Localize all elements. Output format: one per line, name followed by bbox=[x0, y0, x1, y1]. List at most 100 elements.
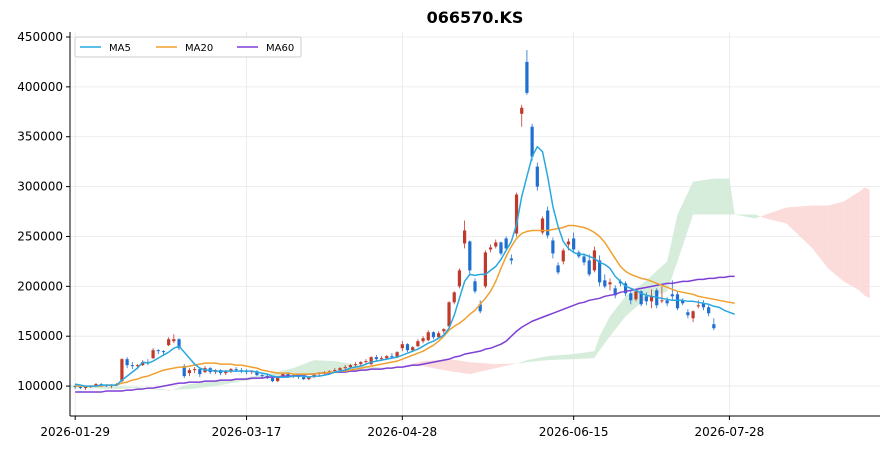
cloud-segment-bearish bbox=[828, 201, 844, 282]
cloud-segment-bullish bbox=[163, 389, 167, 391]
candle-body bbox=[198, 369, 202, 375]
candle-body bbox=[125, 359, 129, 366]
candle-body bbox=[457, 270, 462, 287]
cloud-segment-bearish bbox=[843, 191, 860, 291]
tick-labels: 100000 150000 200000 250000 300000 350000 4000… bbox=[17, 30, 764, 439]
candle-body bbox=[385, 356, 389, 359]
candle-body bbox=[504, 238, 508, 249]
cloud-segment-bullish bbox=[516, 362, 522, 364]
candle-body bbox=[172, 339, 176, 342]
candle-body bbox=[686, 312, 690, 316]
candle-body bbox=[234, 369, 238, 371]
candle-body bbox=[390, 356, 394, 358]
candle-body bbox=[187, 370, 192, 374]
cloud-segment-bullish bbox=[599, 316, 610, 351]
candle-body bbox=[156, 350, 160, 352]
candle-body bbox=[193, 369, 197, 371]
candle-body bbox=[307, 377, 311, 380]
cloud-segment-bearish bbox=[765, 207, 787, 224]
cloud-segment-bullish bbox=[573, 351, 595, 360]
cloud-segment-bullish bbox=[111, 386, 138, 390]
candle-body bbox=[572, 238, 576, 250]
cloud-segment-bullish bbox=[293, 360, 315, 375]
cloud-segment-bearish bbox=[812, 205, 829, 269]
x-tick-label: 2026-01-29 bbox=[40, 425, 110, 439]
x-tick-label: 2026-06-15 bbox=[539, 425, 609, 439]
candle-body bbox=[135, 365, 140, 367]
cloud-segment-bearish bbox=[786, 205, 813, 249]
candle-body bbox=[644, 296, 648, 302]
cloud-segment-bullish bbox=[734, 214, 745, 217]
candle-body bbox=[598, 260, 602, 283]
candle-body bbox=[369, 357, 373, 365]
legend: MA5 MA20 MA60 bbox=[74, 36, 302, 58]
candle-body bbox=[530, 126, 534, 157]
legend-box bbox=[74, 36, 302, 58]
cloud-segment-bearish bbox=[495, 363, 517, 369]
cloud-segment-bullish bbox=[610, 296, 626, 337]
cloud-segment-bearish bbox=[760, 214, 766, 219]
candle-body bbox=[141, 362, 145, 366]
cloud-segment-bearish bbox=[166, 390, 169, 392]
candle-body bbox=[270, 378, 275, 382]
candle-body bbox=[696, 305, 700, 307]
cloud-segment-bearish bbox=[168, 389, 173, 392]
cloud-segment-bullish bbox=[713, 178, 730, 215]
candle-body bbox=[535, 166, 539, 187]
y-tick-label: 200000 bbox=[17, 279, 63, 293]
candle-body bbox=[634, 291, 638, 300]
candle-body bbox=[348, 365, 352, 368]
candle-body bbox=[374, 357, 378, 360]
candle-body bbox=[286, 374, 290, 377]
candle-body bbox=[276, 377, 280, 382]
candle-body bbox=[442, 329, 446, 332]
candle-body bbox=[161, 351, 166, 353]
chart-title: 066570.KS bbox=[427, 8, 524, 27]
ichimoku-cloud bbox=[70, 178, 870, 392]
candle-body bbox=[120, 359, 124, 382]
candle-body bbox=[639, 291, 643, 305]
ma60-line bbox=[75, 275, 735, 393]
cloud-segment-bullish bbox=[594, 336, 600, 359]
x-tick-label: 2026-07-28 bbox=[695, 425, 765, 439]
cloud-segment-bullish bbox=[547, 354, 574, 361]
cloud-segment-bullish bbox=[521, 360, 527, 364]
candle-body bbox=[452, 292, 456, 303]
ma20-line bbox=[75, 224, 735, 387]
candle-body bbox=[260, 375, 264, 377]
candle-body bbox=[463, 230, 467, 244]
legend-label-ma5: MA5 bbox=[109, 43, 131, 54]
cloud-segment-bullish bbox=[526, 356, 548, 363]
candle-body bbox=[551, 240, 555, 254]
candle-body bbox=[421, 338, 425, 342]
candle-body bbox=[395, 352, 399, 358]
candle-body bbox=[546, 210, 550, 236]
cloud-segment-bullish bbox=[693, 178, 714, 215]
candle-body bbox=[405, 344, 410, 351]
y-tick-label: 250000 bbox=[17, 229, 63, 243]
candle-body bbox=[592, 250, 597, 271]
candle-body bbox=[483, 252, 487, 287]
candle-body bbox=[130, 365, 134, 367]
x-tick-label: 2026-03-17 bbox=[212, 425, 282, 439]
candle-body bbox=[520, 107, 524, 114]
candle-body bbox=[224, 371, 228, 374]
y-tick-label: 400000 bbox=[17, 80, 63, 94]
axes bbox=[66, 32, 880, 420]
grid-lines bbox=[70, 32, 880, 416]
candle-body bbox=[509, 258, 513, 261]
candle-body bbox=[437, 333, 441, 338]
cloud-segment-bearish bbox=[864, 187, 870, 299]
candle-body bbox=[691, 311, 695, 319]
candle-body bbox=[514, 194, 519, 234]
candle-body bbox=[613, 288, 617, 296]
x-tick-label: 2026-04-28 bbox=[367, 425, 437, 439]
cloud-segment-bullish bbox=[189, 381, 216, 390]
candle-body bbox=[353, 364, 358, 366]
candle-body bbox=[338, 368, 342, 371]
candle-body bbox=[167, 339, 171, 346]
candle-body bbox=[494, 242, 498, 247]
candle-body bbox=[400, 344, 404, 349]
candle-body bbox=[151, 350, 155, 359]
